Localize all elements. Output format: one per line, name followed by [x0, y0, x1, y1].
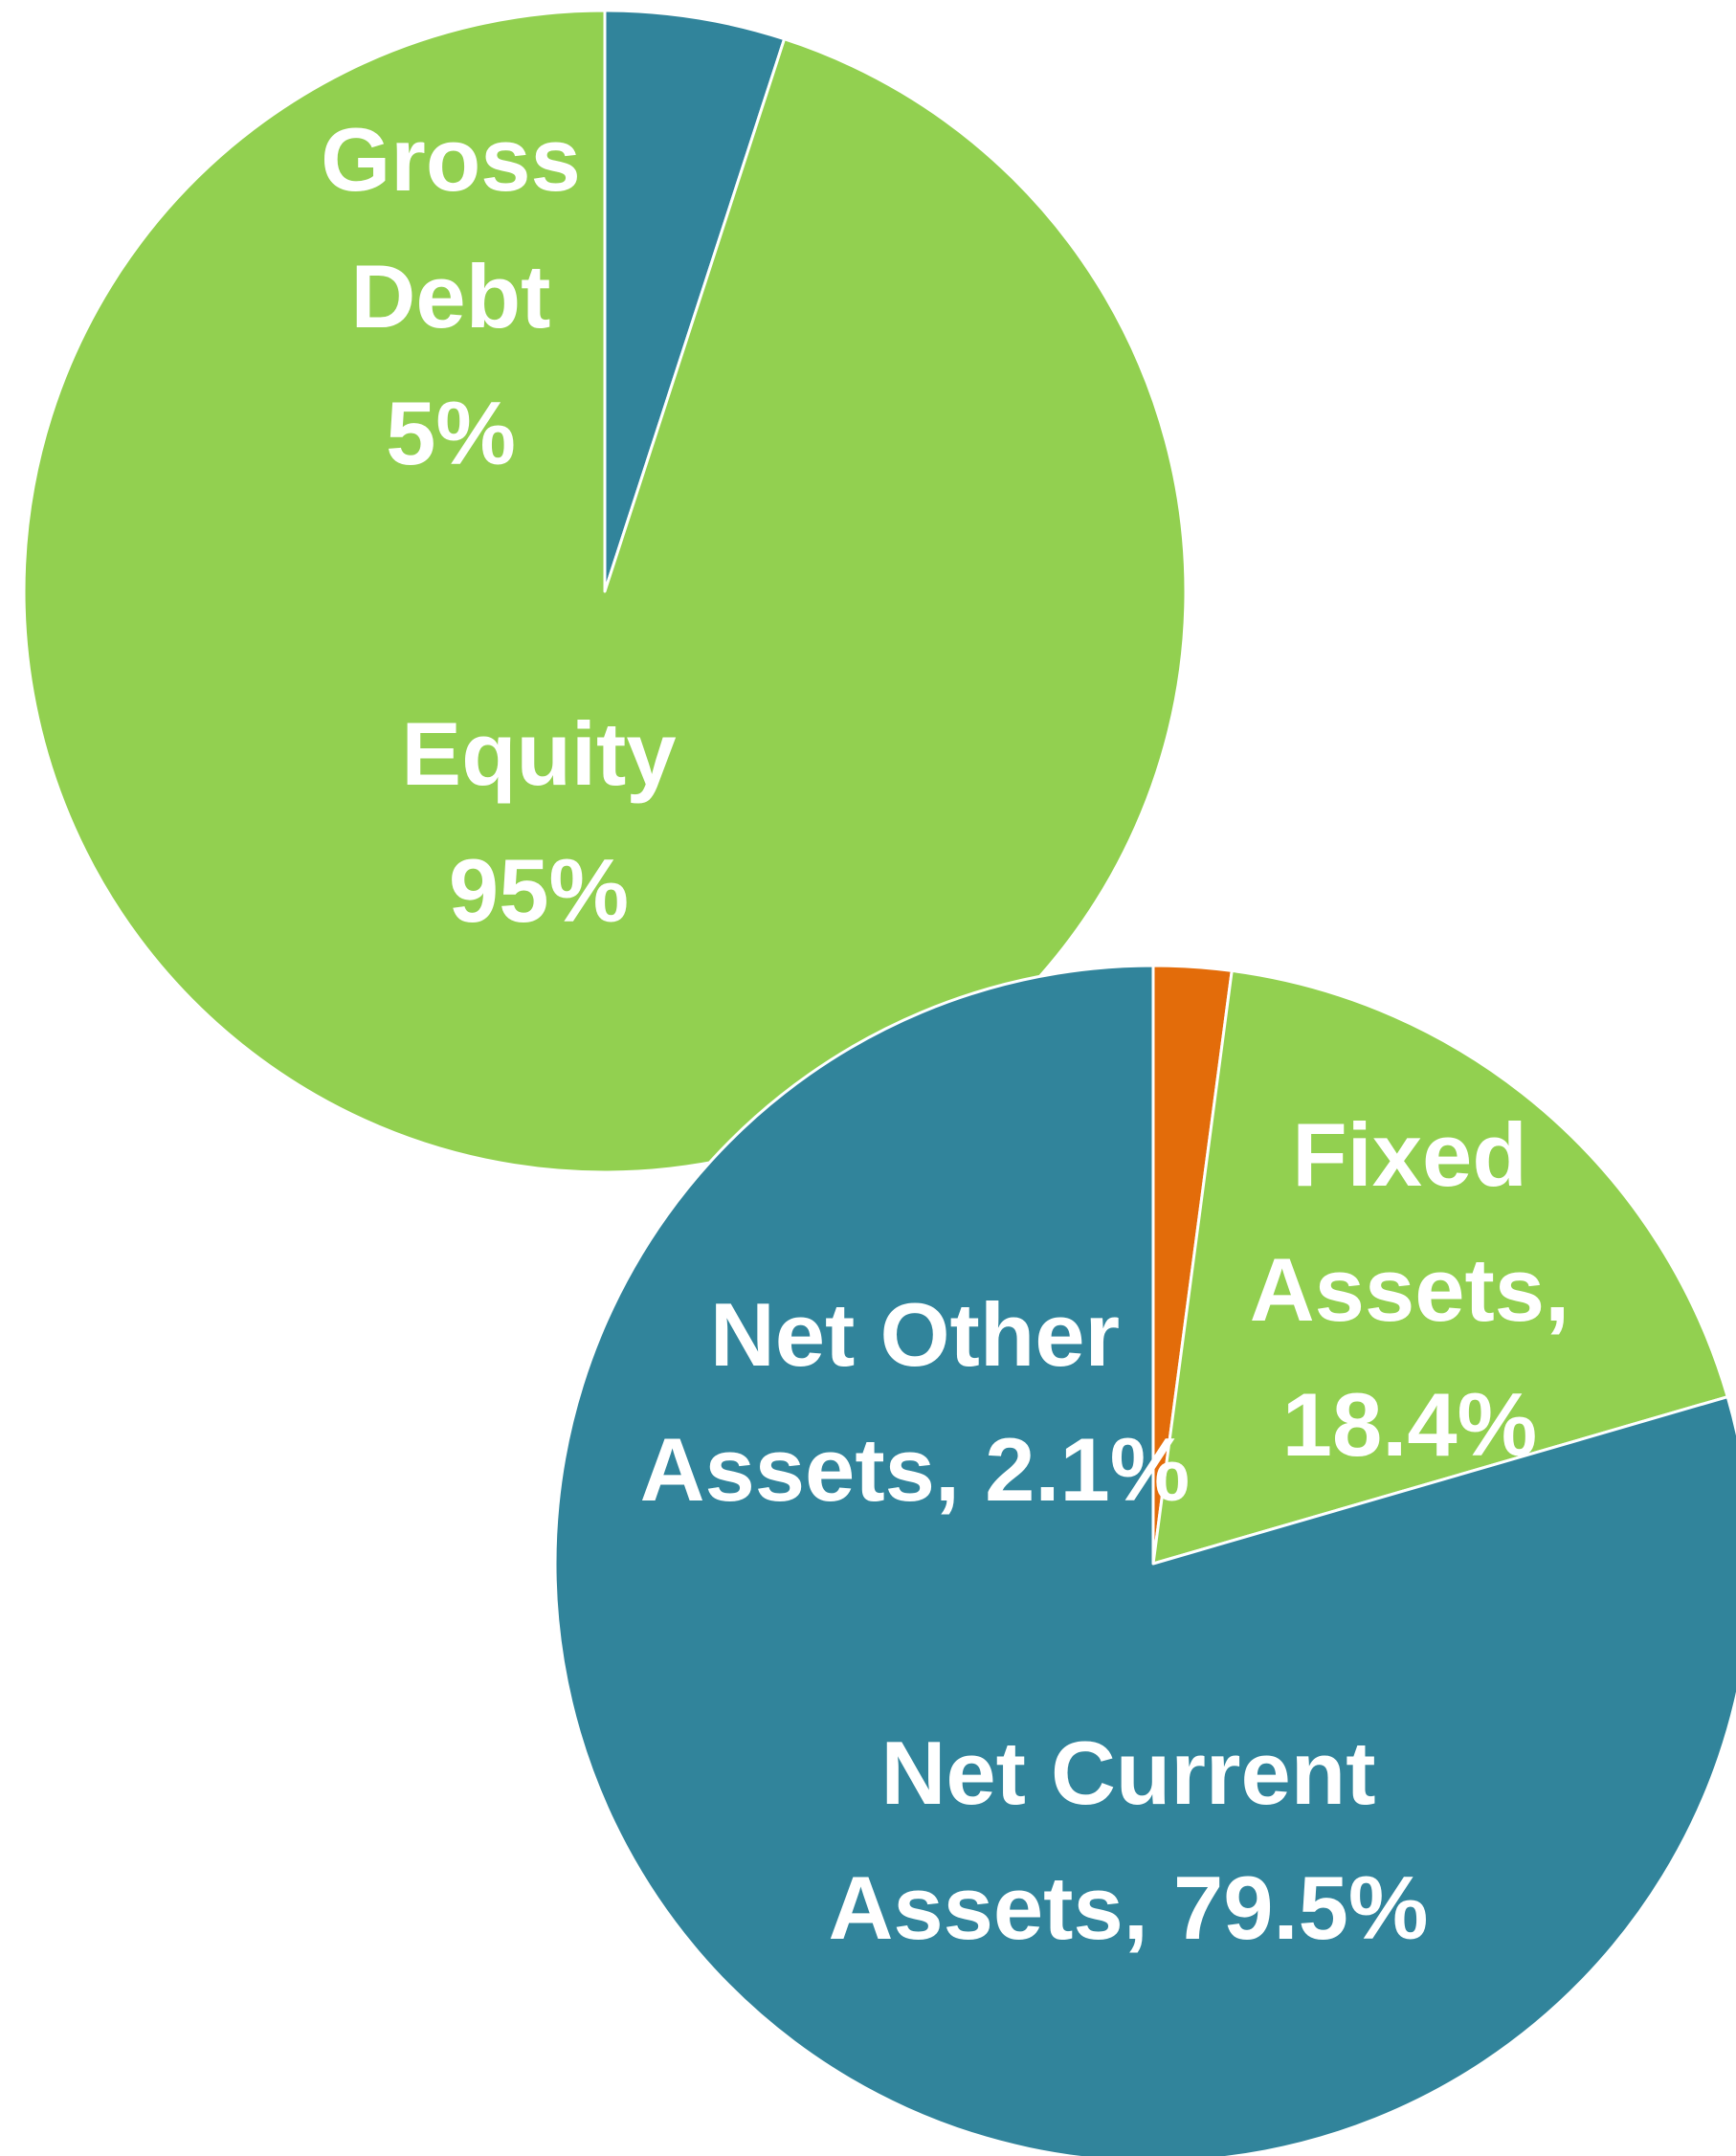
pie-slice: [603, 9, 787, 593]
slice-label: Net Current: [880, 1723, 1375, 1823]
slice-label: 95%: [449, 840, 629, 941]
pie-slice: [22, 9, 1188, 1174]
slice-label: 5%: [386, 383, 516, 483]
pie-slice: [553, 964, 1736, 2156]
slice-label: Assets, 2.1%: [640, 1419, 1191, 1520]
pie-chart: Gross Debt 5% Equity 95%: [22, 9, 1188, 1174]
pie-slice: [1151, 968, 1729, 1566]
slice-label: Net Other: [710, 1284, 1120, 1385]
slice-label: Debt: [351, 246, 551, 346]
slice-label: Equity: [401, 703, 676, 804]
slice-label: Gross: [321, 109, 581, 210]
slice-label: Assets, 79.5%: [828, 1857, 1428, 1958]
slice-label: Fixed: [1292, 1104, 1527, 1205]
slice-label: Assets,: [1250, 1239, 1569, 1340]
pie-chart: Net Other Assets, 2.1% Fixed Assets, 18.4% Ne…: [553, 964, 1736, 2156]
slice-label: 18.4%: [1282, 1374, 1538, 1475]
